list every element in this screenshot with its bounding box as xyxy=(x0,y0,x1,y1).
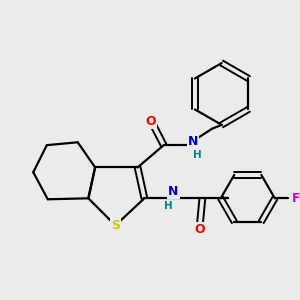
Text: O: O xyxy=(194,223,205,236)
Text: S: S xyxy=(111,219,120,232)
Text: O: O xyxy=(146,115,157,128)
Text: H: H xyxy=(164,201,173,211)
Text: F: F xyxy=(292,192,300,205)
Text: N: N xyxy=(188,135,198,148)
Text: H: H xyxy=(193,150,202,160)
Text: N: N xyxy=(168,185,178,198)
